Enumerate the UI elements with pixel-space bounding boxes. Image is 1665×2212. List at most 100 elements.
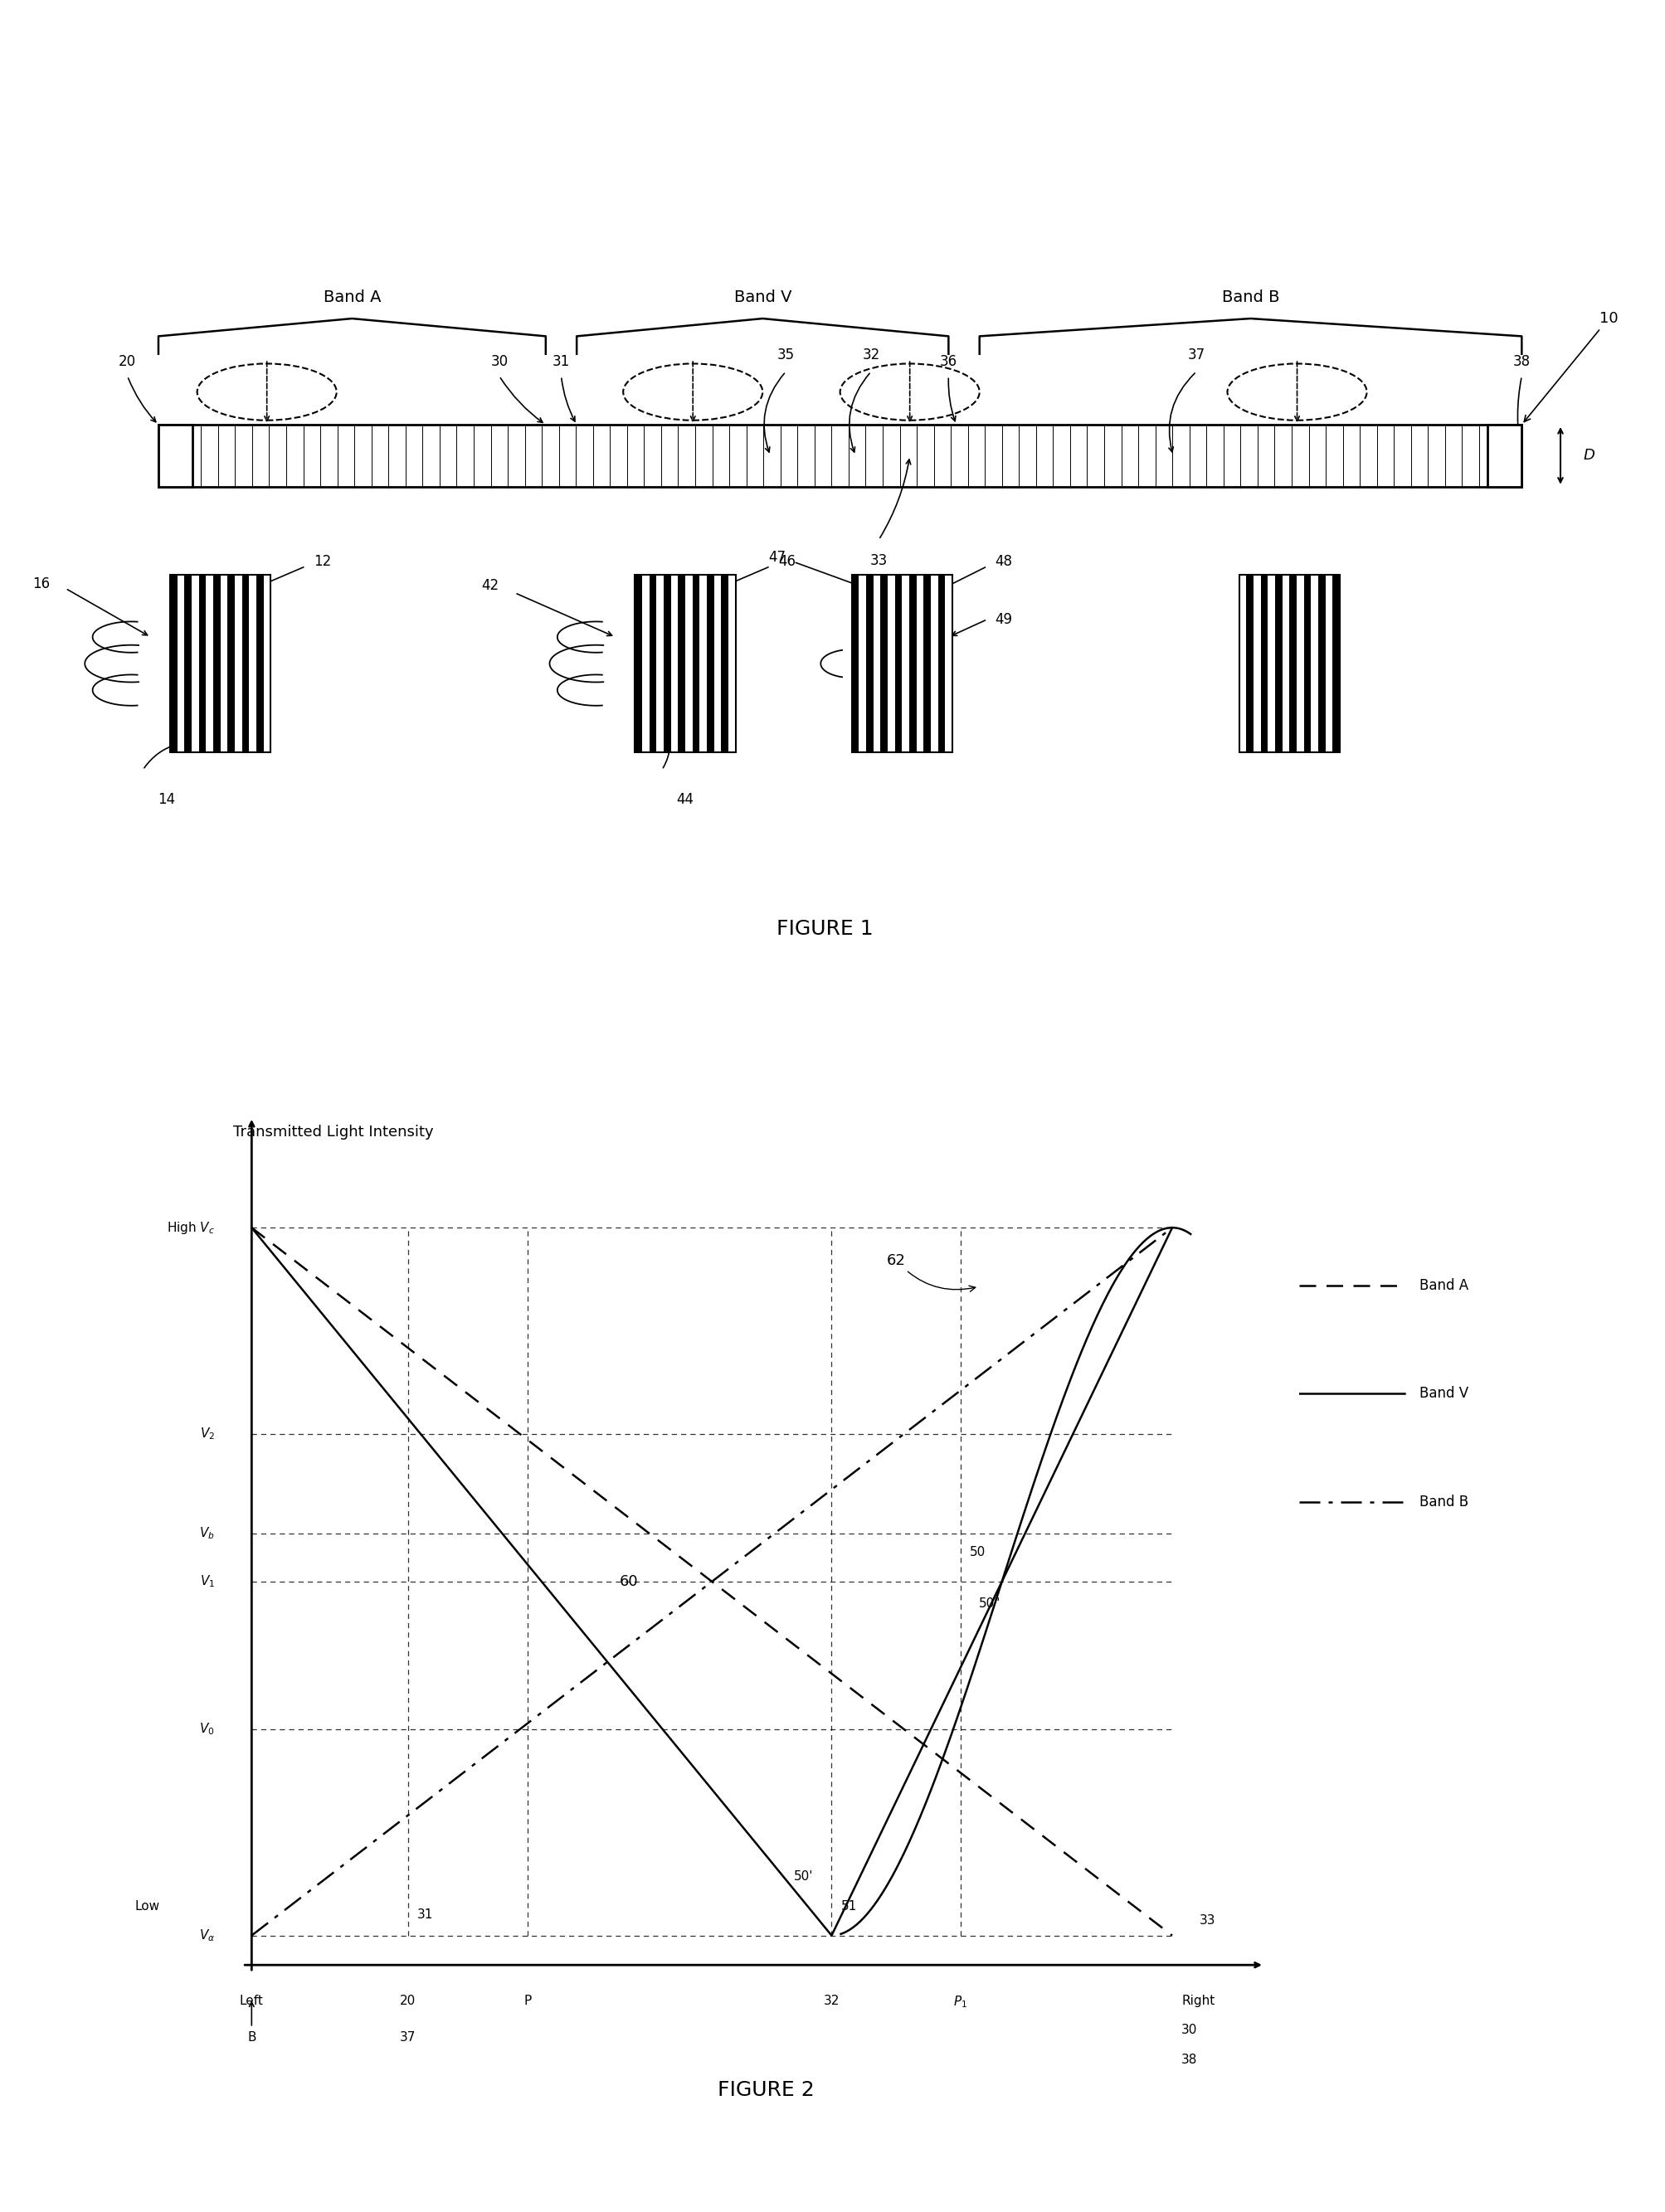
Bar: [714, 575, 721, 752]
Text: Band B: Band B: [1419, 1495, 1467, 1509]
Text: FIGURE 2: FIGURE 2: [718, 2081, 814, 2099]
Bar: [158, 425, 1522, 487]
Bar: [641, 575, 649, 752]
Text: P: P: [524, 1995, 531, 2006]
Text: $P_1$: $P_1$: [952, 1995, 967, 2011]
Bar: [213, 575, 220, 752]
Text: High $V_c$: High $V_c$: [166, 1219, 215, 1237]
Bar: [894, 575, 902, 752]
Text: 62: 62: [886, 1252, 976, 1292]
Text: $V_2$: $V_2$: [200, 1427, 215, 1442]
Text: Band B: Band B: [1220, 290, 1279, 305]
Bar: [671, 575, 678, 752]
Text: FIGURE 1: FIGURE 1: [776, 920, 872, 938]
Text: 12: 12: [313, 555, 331, 568]
Text: Left: Left: [240, 1995, 263, 2006]
Bar: [1332, 575, 1339, 752]
Text: 51: 51: [841, 1900, 856, 1911]
Text: 44: 44: [676, 792, 694, 807]
Text: 38: 38: [1180, 2053, 1197, 2066]
Text: 30: 30: [490, 354, 508, 369]
Text: 30: 30: [1180, 2024, 1197, 2037]
Text: 32: 32: [823, 1995, 839, 2006]
Text: 49: 49: [994, 613, 1012, 626]
Text: Band V: Band V: [733, 290, 791, 305]
Bar: [1310, 575, 1317, 752]
Text: 50': 50': [793, 1871, 813, 1882]
Text: D: D: [1583, 449, 1595, 462]
Bar: [851, 575, 859, 752]
Text: $V_b$: $V_b$: [200, 1526, 215, 1542]
Bar: [728, 575, 736, 752]
Bar: [706, 575, 714, 752]
Bar: [1289, 575, 1295, 752]
Text: 48: 48: [994, 555, 1012, 568]
Bar: [206, 575, 213, 752]
Text: 50: 50: [969, 1546, 986, 1557]
Text: 47: 47: [768, 551, 786, 564]
Bar: [902, 575, 909, 752]
Text: 31: 31: [418, 1909, 433, 1920]
Bar: [158, 425, 193, 487]
Text: 16: 16: [32, 577, 50, 591]
Text: 42: 42: [481, 577, 499, 593]
Bar: [909, 575, 916, 752]
Bar: [198, 575, 206, 752]
Bar: [185, 575, 191, 752]
Text: $V_1$: $V_1$: [200, 1573, 215, 1590]
Bar: [678, 575, 684, 752]
Bar: [1245, 575, 1252, 752]
Text: 33: 33: [869, 553, 887, 568]
Bar: [1274, 575, 1282, 752]
Bar: [250, 575, 256, 752]
Text: B: B: [246, 2031, 256, 2044]
Text: Band A: Band A: [323, 290, 381, 305]
Text: Transmitted Light Intensity: Transmitted Light Intensity: [233, 1124, 433, 1139]
Bar: [170, 575, 271, 752]
Text: $V_0$: $V_0$: [200, 1721, 215, 1736]
Text: 37: 37: [1187, 347, 1204, 363]
Bar: [656, 575, 663, 752]
Bar: [1260, 575, 1267, 752]
Bar: [937, 575, 944, 752]
Bar: [176, 575, 185, 752]
Bar: [191, 575, 198, 752]
Text: 50": 50": [979, 1597, 1001, 1610]
Text: 46: 46: [778, 555, 796, 568]
Bar: [1304, 575, 1310, 752]
Text: 60: 60: [619, 1575, 638, 1588]
Bar: [684, 575, 693, 752]
Text: 38: 38: [1512, 354, 1530, 369]
Text: 20: 20: [118, 354, 137, 369]
Bar: [634, 575, 736, 752]
Bar: [256, 575, 263, 752]
Text: Band V: Band V: [1419, 1387, 1467, 1400]
Text: Right: Right: [1180, 1995, 1214, 2006]
Bar: [1325, 575, 1332, 752]
Bar: [634, 575, 641, 752]
Bar: [235, 575, 241, 752]
Bar: [241, 575, 250, 752]
Bar: [872, 575, 881, 752]
Bar: [859, 575, 866, 752]
Text: 32: 32: [862, 347, 879, 363]
Bar: [263, 575, 271, 752]
Bar: [1487, 425, 1522, 487]
Bar: [851, 575, 952, 752]
Text: 37: 37: [400, 2031, 416, 2044]
Bar: [663, 575, 671, 752]
Bar: [931, 575, 937, 752]
Text: 31: 31: [553, 354, 569, 369]
Bar: [649, 575, 656, 752]
Text: Low: Low: [135, 1900, 160, 1911]
Bar: [916, 575, 922, 752]
Bar: [1295, 575, 1304, 752]
Bar: [693, 575, 699, 752]
Bar: [1239, 575, 1245, 752]
Bar: [1317, 575, 1325, 752]
Bar: [1252, 575, 1260, 752]
Text: Band A: Band A: [1419, 1279, 1467, 1292]
Bar: [944, 575, 952, 752]
Text: 10: 10: [1523, 312, 1617, 422]
Bar: [220, 575, 228, 752]
